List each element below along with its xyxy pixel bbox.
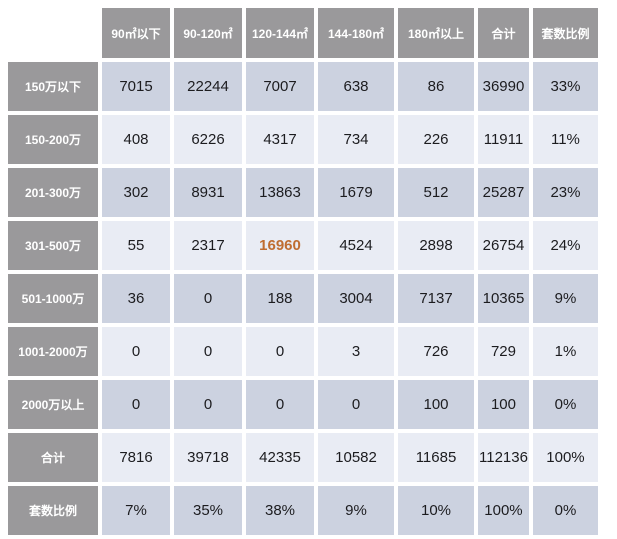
table-cell: 2317 [174,221,242,270]
table-cell: 1679 [318,168,394,217]
table-row: 201-300万 302 8931 13863 1679 512 25287 2… [8,168,598,217]
row-header-unit-ratio: 套数比例 [8,486,98,535]
table-cell: 10582 [318,433,394,482]
table-cell: 408 [102,115,170,164]
corner-cell [8,8,98,58]
table-cell: 9% [532,274,598,323]
column-header-144-180: 144-180㎡ [318,8,394,58]
table-cell: 24% [532,221,598,270]
table-cell: 0 [102,327,170,376]
table-cell: 0 [102,380,170,429]
table-row: 301-500万 55 2317 16960 4524 2898 26754 2… [8,221,598,270]
row-header-501-1000w: 501-1000万 [8,274,98,323]
table-cell: 3004 [318,274,394,323]
row-header-150-200w: 150-200万 [8,115,98,164]
table-cell: 100% [478,486,529,535]
table-cell: 1% [532,327,598,376]
table-cell: 734 [318,115,394,164]
table-cell: 226 [398,115,474,164]
row-header-301-500w: 301-500万 [8,221,98,270]
table-cell: 512 [398,168,474,217]
column-header-180-above: 180㎡以上 [398,8,474,58]
highlighted-cell: 16960 [246,221,314,270]
table-cell: 26754 [478,221,529,270]
ratio-row: 套数比例 7% 35% 38% 9% 10% 100% 0% [8,486,598,535]
column-header-120-144: 120-144㎡ [246,8,314,58]
total-row: 合计 7816 39718 42335 10582 11685 112136 1… [8,433,598,482]
table-cell: 4317 [246,115,314,164]
row-header-total: 合计 [8,433,98,482]
table-cell: 0 [174,327,242,376]
table-cell: 188 [246,274,314,323]
table-cell: 11685 [398,433,474,482]
table-cell: 4524 [318,221,394,270]
table-cell: 7015 [102,62,170,111]
table-cell: 0% [532,380,598,429]
table-cell: 7007 [246,62,314,111]
table-row: 501-1000万 36 0 188 3004 7137 10365 9% [8,274,598,323]
table-cell: 11% [532,115,598,164]
row-header-under-150w: 150万以下 [8,62,98,111]
table-cell: 3 [318,327,394,376]
table-cell: 0 [174,380,242,429]
table-cell: 2898 [398,221,474,270]
table-cell: 112136 [478,433,529,482]
table-cell: 36 [102,274,170,323]
column-header-unit-ratio: 套数比例 [532,8,598,58]
table-cell: 25287 [478,168,529,217]
table-cell: 7816 [102,433,170,482]
table-cell: 9% [318,486,394,535]
table-cell: 638 [318,62,394,111]
table-cell: 42335 [246,433,314,482]
table-cell: 0 [246,380,314,429]
table-cell: 55 [102,221,170,270]
table-cell: 302 [102,168,170,217]
table-cell: 39718 [174,433,242,482]
table-cell: 36990 [478,62,529,111]
table-cell: 726 [398,327,474,376]
table-cell: 10365 [478,274,529,323]
column-header-90-below: 90㎡以下 [102,8,170,58]
table-cell: 35% [174,486,242,535]
table-row: 1001-2000万 0 0 0 3 726 729 1% [8,327,598,376]
table-row: 150万以下 7015 22244 7007 638 86 36990 33% [8,62,598,111]
table-cell: 38% [246,486,314,535]
table-cell: 13863 [246,168,314,217]
column-header-90-120: 90-120㎡ [174,8,242,58]
row-header-1001-2000w: 1001-2000万 [8,327,98,376]
column-header-total: 合计 [478,8,529,58]
column-header-row: 90㎡以下 90-120㎡ 120-144㎡ 144-180㎡ 180㎡以上 合… [8,8,598,58]
table-cell: 0 [246,327,314,376]
table-cell: 23% [532,168,598,217]
table-cell: 100 [398,380,474,429]
table-cell: 100% [532,433,598,482]
table-cell: 11911 [478,115,529,164]
table-cell: 10% [398,486,474,535]
table-cell: 0 [318,380,394,429]
table-cell: 6226 [174,115,242,164]
table-row: 150-200万 408 6226 4317 734 226 11911 11% [8,115,598,164]
table-row: 2000万以上 0 0 0 0 100 100 0% [8,380,598,429]
table-cell: 100 [478,380,529,429]
table-cell: 86 [398,62,474,111]
table-cell: 7% [102,486,170,535]
table-cell: 7137 [398,274,474,323]
table-cell: 0% [532,486,598,535]
housing-price-size-table: 90㎡以下 90-120㎡ 120-144㎡ 144-180㎡ 180㎡以上 合… [4,4,602,539]
table-cell: 22244 [174,62,242,111]
table-cell: 0 [174,274,242,323]
table-cell: 33% [532,62,598,111]
table-cell: 8931 [174,168,242,217]
row-header-over-2000w: 2000万以上 [8,380,98,429]
table-cell: 729 [478,327,529,376]
row-header-201-300w: 201-300万 [8,168,98,217]
